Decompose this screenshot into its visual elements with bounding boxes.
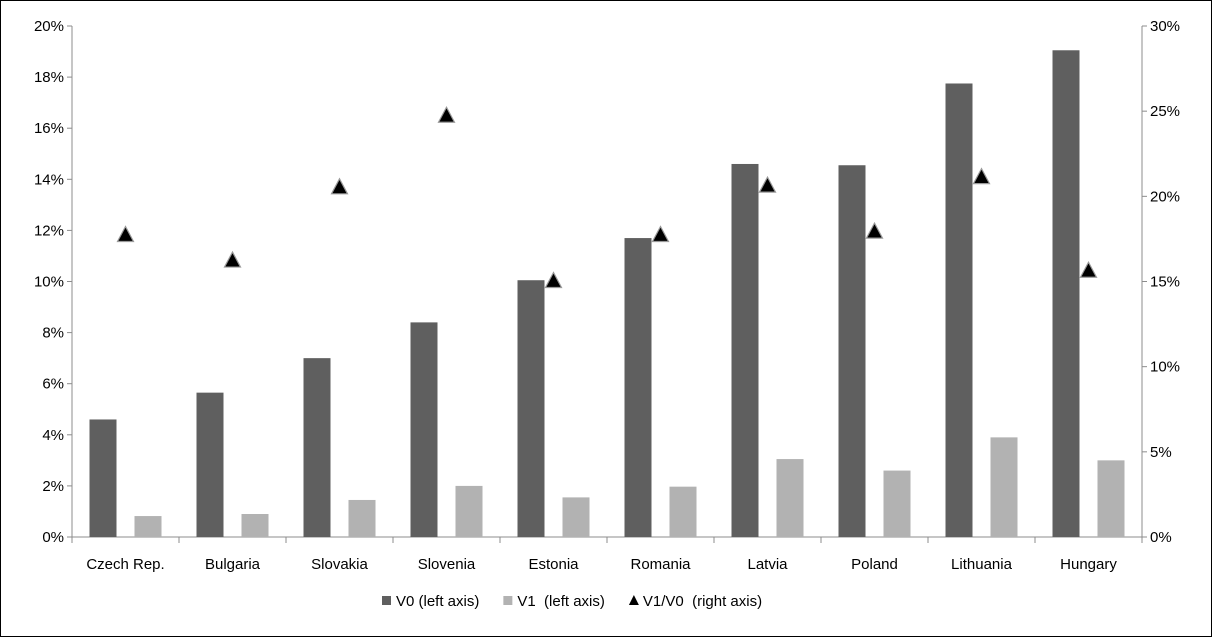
category-label: Bulgaria <box>205 556 261 573</box>
bar-v1-hungary <box>1097 460 1125 537</box>
left-tick-label: 18% <box>34 69 64 86</box>
right-tick-label: 15% <box>1150 274 1180 291</box>
legend: V0 (left axis) V1 (left axis) V1/V0 (right… <box>382 593 762 610</box>
legend-triangle-icon <box>628 595 639 605</box>
left-tick-label: 2% <box>42 478 64 495</box>
left-tick-label: 10% <box>34 274 64 291</box>
ratio-marker <box>972 167 991 185</box>
category-label: Slovenia <box>418 556 476 573</box>
bar-v1-poland <box>883 470 911 537</box>
right-tick-label: 25% <box>1150 103 1180 120</box>
legend-label: V1/V0 (right axis) <box>643 593 762 610</box>
category-label: Estonia <box>528 556 579 573</box>
category-label: Latvia <box>747 556 788 573</box>
bar-v0-lithuania <box>945 83 973 538</box>
ratio-marker <box>330 177 349 195</box>
left-tick-label: 16% <box>34 120 64 137</box>
category-label: Lithuania <box>951 556 1013 573</box>
bar-v0-bulgaria <box>196 392 224 537</box>
right-tick-label: 30% <box>1150 18 1180 35</box>
bar-v1-slovakia <box>348 499 376 537</box>
bar-v1-latvia <box>776 459 804 537</box>
right-tick-label: 10% <box>1150 359 1180 376</box>
bar-v0-czech-rep <box>89 419 117 537</box>
ratio-marker <box>544 271 563 289</box>
bar-v0-slovakia <box>303 358 331 537</box>
right-tick-label: 20% <box>1150 188 1180 205</box>
axes-group: 0% 2% 4% 6% 8% 10% 12% 14% 16% 18% 20% 0% 5% 10% 15% 20… <box>34 18 1180 573</box>
ratio-marker <box>758 175 777 193</box>
bar-v0-poland <box>838 165 866 537</box>
bar-v0-hungary <box>1052 50 1080 538</box>
legend-swatch <box>503 596 513 605</box>
bar-v1-lithuania <box>990 437 1018 537</box>
bar-v0-romania <box>624 238 652 537</box>
left-tick-label: 20% <box>34 18 64 35</box>
bars-group <box>89 50 1125 538</box>
bar-v1-slovenia <box>455 485 483 537</box>
category-label: Hungary <box>1060 556 1117 573</box>
ratio-marker <box>1079 261 1098 278</box>
bar-v1-estonia <box>562 497 590 537</box>
category-label: Romania <box>630 556 691 573</box>
ratio-marker <box>223 250 242 268</box>
legend-label: V0 (left axis) <box>396 593 479 610</box>
bar-v1-bulgaria <box>241 514 269 537</box>
ratio-marker <box>116 225 135 243</box>
right-tick-label: 0% <box>1150 529 1172 546</box>
markers-group <box>116 106 1098 289</box>
left-tick-label: 6% <box>42 376 64 393</box>
legend-swatch <box>382 596 391 605</box>
category-label: Czech Rep. <box>86 556 164 573</box>
bar-v0-estonia <box>517 280 545 537</box>
category-label: Slovakia <box>311 556 368 573</box>
legend-label: V1 (left axis) <box>517 593 605 610</box>
ratio-marker <box>865 221 884 239</box>
bar-v0-latvia <box>731 163 759 537</box>
left-tick-label: 12% <box>34 222 64 239</box>
left-tick-label: 4% <box>42 427 64 444</box>
bar-v1-romania <box>669 486 697 537</box>
right-tick-label: 5% <box>1150 444 1172 461</box>
left-tick-label: 8% <box>42 325 64 342</box>
left-tick-label: 14% <box>34 171 64 188</box>
left-tick-label: 0% <box>42 529 64 546</box>
category-label: Poland <box>851 556 898 573</box>
ratio-marker <box>437 106 456 123</box>
bar-v0-slovenia <box>410 322 438 537</box>
bar-v1-czech-rep <box>134 516 162 537</box>
ratio-marker <box>651 225 670 243</box>
